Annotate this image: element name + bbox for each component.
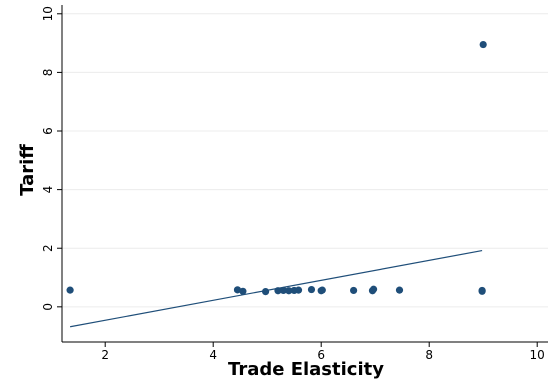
data-point [66,286,74,294]
x-tick-label: 2 [101,348,109,362]
data-point [274,287,282,295]
y-tick-label: 2 [41,244,55,252]
data-point [369,285,378,293]
y-tick-label: 4 [41,186,55,194]
x-tick-label: 10 [530,348,545,362]
data-point [233,286,242,294]
x-tick-label: 6 [317,348,325,362]
y-tick-label: 6 [41,127,55,135]
y-axis-title: Tariff [17,144,38,196]
tick-labels: 2 4 6 8 10 0 2 4 6 8 10 [41,6,545,362]
data-point [395,286,404,294]
data-point [479,40,487,49]
y-tick-label: 10 [41,6,55,21]
y-tick-label: 0 [41,303,55,311]
gridlines [62,13,548,308]
data-point [318,286,326,294]
y-tick-label: 8 [41,69,55,77]
axes [57,5,548,347]
data-points [66,40,487,296]
data-point [285,287,293,295]
x-tick-label: 4 [209,348,217,362]
data-point [239,287,247,295]
data-point [350,286,358,295]
data-point [478,286,486,295]
data-point [279,286,287,295]
data-point [294,286,303,294]
x-axis-title: Trade Elasticity [228,359,384,380]
x-tick-label: 8 [425,348,433,362]
data-point [261,287,270,296]
data-point [307,285,316,294]
